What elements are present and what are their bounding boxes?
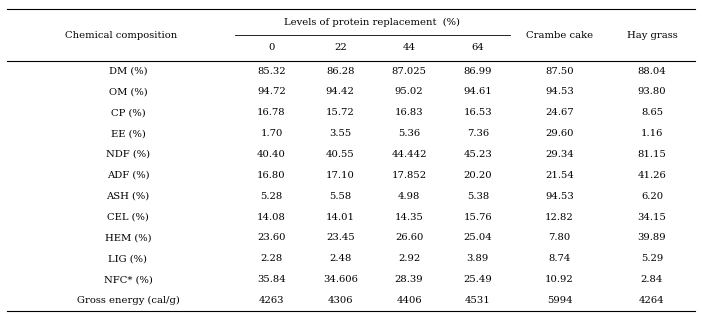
Text: 25.04: 25.04 bbox=[463, 233, 492, 242]
Text: 5.58: 5.58 bbox=[329, 192, 352, 201]
Text: 87.50: 87.50 bbox=[545, 67, 574, 76]
Text: 4.98: 4.98 bbox=[398, 192, 420, 201]
Text: 8.74: 8.74 bbox=[548, 254, 571, 263]
Text: 2.28: 2.28 bbox=[260, 254, 283, 263]
Text: 94.53: 94.53 bbox=[545, 192, 574, 201]
Text: ADF (%): ADF (%) bbox=[107, 171, 150, 180]
Text: 41.26: 41.26 bbox=[637, 171, 666, 180]
Text: 28.39: 28.39 bbox=[395, 275, 423, 284]
Text: 16.80: 16.80 bbox=[257, 171, 286, 180]
Text: 81.15: 81.15 bbox=[637, 150, 666, 159]
Text: 15.72: 15.72 bbox=[326, 108, 355, 117]
Text: 2.92: 2.92 bbox=[398, 254, 420, 263]
Text: 14.01: 14.01 bbox=[326, 213, 355, 222]
Text: 93.80: 93.80 bbox=[637, 87, 666, 96]
Text: 40.40: 40.40 bbox=[257, 150, 286, 159]
Text: 44.442: 44.442 bbox=[391, 150, 427, 159]
Text: 7.36: 7.36 bbox=[467, 129, 489, 138]
Text: 2.48: 2.48 bbox=[329, 254, 352, 263]
Text: 94.61: 94.61 bbox=[463, 87, 492, 96]
Text: Levels of protein replacement  (%): Levels of protein replacement (%) bbox=[284, 18, 461, 27]
Text: 21.54: 21.54 bbox=[545, 171, 574, 180]
Text: 16.53: 16.53 bbox=[463, 108, 492, 117]
Text: 16.78: 16.78 bbox=[257, 108, 286, 117]
Text: 4531: 4531 bbox=[465, 296, 491, 305]
Text: OM (%): OM (%) bbox=[109, 87, 147, 96]
Text: 29.34: 29.34 bbox=[545, 150, 574, 159]
Text: 1.16: 1.16 bbox=[641, 129, 663, 138]
Text: 22: 22 bbox=[334, 43, 347, 52]
Text: 3.55: 3.55 bbox=[329, 129, 352, 138]
Text: 5.38: 5.38 bbox=[467, 192, 489, 201]
Text: 64: 64 bbox=[472, 43, 484, 52]
Text: 4306: 4306 bbox=[328, 296, 353, 305]
Text: Crambe cake: Crambe cake bbox=[526, 30, 593, 40]
Text: 14.35: 14.35 bbox=[395, 213, 423, 222]
Text: 14.08: 14.08 bbox=[257, 213, 286, 222]
Text: 26.60: 26.60 bbox=[395, 233, 423, 242]
Text: NFC* (%): NFC* (%) bbox=[104, 275, 152, 284]
Text: 17.852: 17.852 bbox=[392, 171, 427, 180]
Text: 34.606: 34.606 bbox=[323, 275, 358, 284]
Text: LIG (%): LIG (%) bbox=[109, 254, 147, 263]
Text: HEM (%): HEM (%) bbox=[105, 233, 152, 242]
Text: 95.02: 95.02 bbox=[395, 87, 423, 96]
Text: 16.83: 16.83 bbox=[395, 108, 423, 117]
Text: 5.28: 5.28 bbox=[260, 192, 283, 201]
Text: 40.55: 40.55 bbox=[326, 150, 355, 159]
Text: 87.025: 87.025 bbox=[392, 67, 427, 76]
Text: 86.99: 86.99 bbox=[463, 67, 492, 76]
Text: 12.82: 12.82 bbox=[545, 213, 574, 222]
Text: 39.89: 39.89 bbox=[637, 233, 666, 242]
Text: ASH (%): ASH (%) bbox=[107, 192, 150, 201]
Text: EE (%): EE (%) bbox=[110, 129, 145, 138]
Text: 17.10: 17.10 bbox=[326, 171, 355, 180]
Text: 45.23: 45.23 bbox=[463, 150, 492, 159]
Text: 5.36: 5.36 bbox=[398, 129, 420, 138]
Text: 5994: 5994 bbox=[547, 296, 572, 305]
Text: 94.72: 94.72 bbox=[257, 87, 286, 96]
Text: 35.84: 35.84 bbox=[257, 275, 286, 284]
Text: 44: 44 bbox=[402, 43, 416, 52]
Text: 10.92: 10.92 bbox=[545, 275, 574, 284]
Text: 25.49: 25.49 bbox=[463, 275, 492, 284]
Text: 86.28: 86.28 bbox=[326, 67, 355, 76]
Text: 0: 0 bbox=[268, 43, 274, 52]
Text: 5.29: 5.29 bbox=[641, 254, 663, 263]
Text: 7.80: 7.80 bbox=[548, 233, 571, 242]
Text: 85.32: 85.32 bbox=[257, 67, 286, 76]
Text: 3.89: 3.89 bbox=[467, 254, 489, 263]
Text: 20.20: 20.20 bbox=[463, 171, 492, 180]
Text: 34.15: 34.15 bbox=[637, 213, 666, 222]
Text: 8.65: 8.65 bbox=[641, 108, 663, 117]
Text: 4263: 4263 bbox=[259, 296, 284, 305]
Text: 88.04: 88.04 bbox=[637, 67, 666, 76]
Text: 23.45: 23.45 bbox=[326, 233, 355, 242]
Text: 23.60: 23.60 bbox=[257, 233, 286, 242]
Text: NDF (%): NDF (%) bbox=[106, 150, 150, 159]
Text: CEL (%): CEL (%) bbox=[107, 213, 149, 222]
Text: 4264: 4264 bbox=[639, 296, 665, 305]
Text: 15.76: 15.76 bbox=[463, 213, 492, 222]
Text: 1.70: 1.70 bbox=[260, 129, 283, 138]
Text: 2.84: 2.84 bbox=[641, 275, 663, 284]
Text: CP (%): CP (%) bbox=[111, 108, 145, 117]
Text: Hay grass: Hay grass bbox=[627, 30, 677, 40]
Text: Gross energy (cal/g): Gross energy (cal/g) bbox=[77, 296, 180, 305]
Text: Chemical composition: Chemical composition bbox=[65, 30, 177, 40]
Text: 4406: 4406 bbox=[396, 296, 422, 305]
Text: 94.42: 94.42 bbox=[326, 87, 355, 96]
Text: 29.60: 29.60 bbox=[545, 129, 574, 138]
Text: 6.20: 6.20 bbox=[641, 192, 663, 201]
Text: DM (%): DM (%) bbox=[109, 67, 147, 76]
Text: 94.53: 94.53 bbox=[545, 87, 574, 96]
Text: 24.67: 24.67 bbox=[545, 108, 574, 117]
